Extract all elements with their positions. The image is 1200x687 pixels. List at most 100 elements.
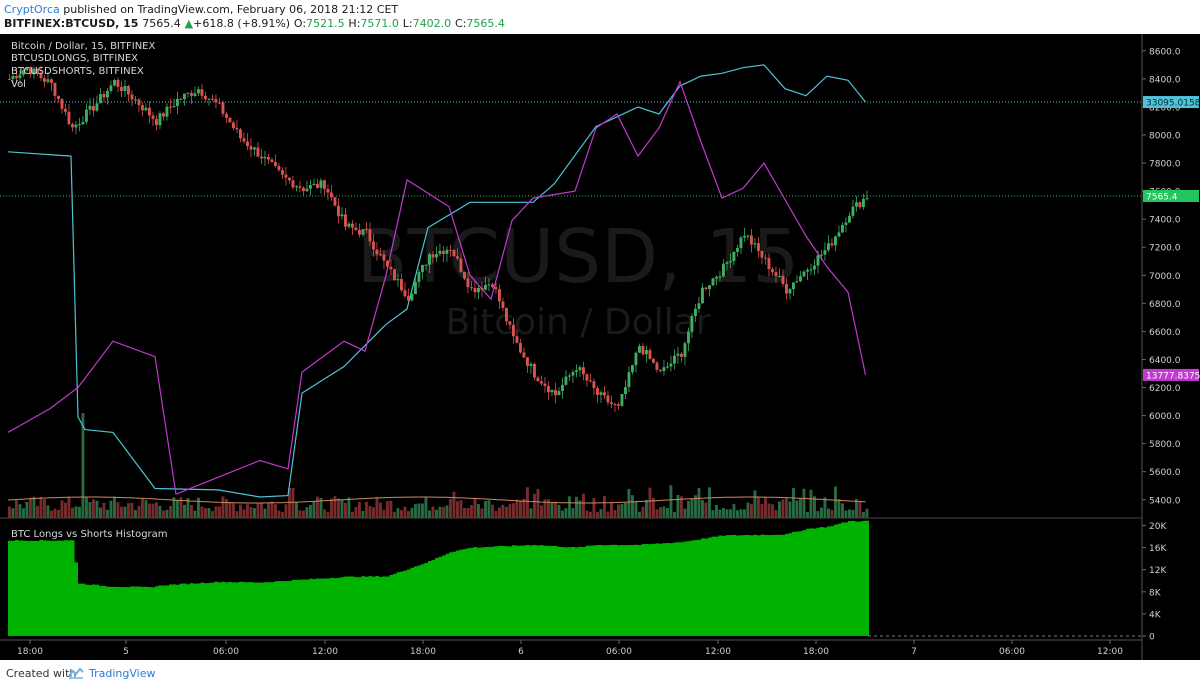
tradingview-brand-link[interactable]: TradingView — [89, 667, 156, 680]
candle-body — [60, 99, 64, 109]
candle-body — [718, 276, 722, 278]
volume-bar — [361, 510, 365, 518]
low-label: L: — [402, 17, 413, 30]
volume-bar — [309, 505, 312, 518]
volume-bar — [113, 496, 116, 518]
candle-body — [795, 281, 799, 283]
volume-bar — [288, 488, 291, 518]
volume-bar — [634, 501, 638, 518]
chart-svg[interactable]: BTCUSD, 15 Bitcoin / Dollar Bitcoin / Do… — [0, 34, 1200, 660]
candle-body — [190, 92, 193, 97]
candle-body — [746, 235, 750, 237]
histogram-bar — [120, 587, 124, 636]
histogram-bar — [557, 546, 561, 636]
watermark-name: Bitcoin / Dollar — [445, 302, 710, 343]
candle-body — [18, 74, 22, 79]
histogram-bar — [501, 545, 505, 636]
histogram-bar — [610, 544, 614, 636]
volume-bar — [743, 509, 746, 518]
volume-bar — [11, 508, 15, 518]
volume-bar — [410, 507, 414, 518]
histogram-bar — [515, 545, 519, 636]
volume-bar — [848, 509, 851, 518]
price-tick-label: 5600.0 — [1149, 468, 1181, 478]
hist-tick-label: 20K — [1149, 522, 1167, 532]
histogram-bar — [764, 534, 768, 636]
histogram-title[interactable]: BTC Longs vs Shorts Histogram — [11, 529, 168, 540]
candle-body — [624, 387, 627, 394]
candle-body — [799, 276, 802, 282]
histogram-bar — [78, 583, 82, 636]
volume-bar — [694, 495, 697, 518]
candle-body — [683, 343, 687, 357]
legend-shorts[interactable]: BTCUSDSHORTS, BITFINEX — [11, 66, 144, 77]
volume-bar — [50, 510, 53, 518]
histogram-bar — [571, 546, 575, 636]
time-tick-label: 06:00 — [999, 647, 1025, 657]
legend-vol[interactable]: Vol — [11, 79, 26, 90]
candle-body — [445, 249, 449, 254]
candle-body — [442, 250, 445, 254]
candle-body — [172, 106, 176, 108]
histogram-bar — [239, 581, 243, 636]
histogram-bar — [568, 547, 572, 636]
volume-bar — [575, 496, 578, 518]
volume-bar — [673, 511, 676, 518]
histogram-bar — [326, 578, 330, 636]
candle-body — [99, 94, 102, 104]
histogram-bar — [470, 547, 474, 636]
volume-bar — [393, 511, 396, 518]
volume-bar — [767, 503, 771, 518]
candle-body — [848, 215, 851, 223]
price-tick-label: 6400.0 — [1149, 356, 1181, 366]
volume-bar — [190, 504, 193, 518]
histogram-bar — [169, 584, 173, 636]
candle-body — [750, 235, 753, 245]
histogram-bar — [8, 540, 12, 636]
volume-bar — [627, 488, 631, 518]
candle-body — [169, 106, 172, 108]
volume-bar — [760, 503, 764, 518]
volume-bar — [739, 509, 743, 518]
candle-body — [270, 159, 274, 162]
price-tick-label: 8600.0 — [1149, 47, 1181, 57]
histogram-bar — [540, 545, 544, 636]
candle-body — [267, 156, 270, 160]
volume-bar — [36, 505, 39, 518]
candle-body — [134, 99, 137, 101]
tradingview-logo-icon[interactable] — [68, 667, 84, 679]
histogram-bar — [221, 581, 225, 636]
candle-body — [347, 223, 351, 227]
candle-body — [330, 192, 333, 198]
histogram-bar — [449, 552, 453, 636]
histogram-bar — [697, 539, 701, 636]
histogram-bar — [550, 545, 554, 636]
volume-bar — [242, 509, 246, 518]
candle-body — [417, 272, 421, 282]
histogram-bar — [736, 535, 740, 636]
candle-body — [141, 105, 144, 111]
candle-body — [344, 214, 347, 227]
legend-main[interactable]: Bitcoin / Dollar, 15, BITFINEX — [11, 41, 155, 52]
volume-bar — [263, 508, 267, 518]
candle-body — [820, 254, 823, 256]
histogram-bar — [438, 556, 442, 636]
candle-body — [361, 229, 365, 235]
histogram-bar — [473, 547, 477, 636]
histogram-bar — [127, 587, 131, 636]
volume-bar — [683, 508, 687, 518]
candle-body — [865, 198, 869, 200]
chart-area[interactable]: BTCUSD, 15 Bitcoin / Dollar Bitcoin / Do… — [0, 34, 1200, 660]
candle-body — [557, 391, 561, 396]
candle-body — [421, 264, 424, 273]
histogram-bar — [428, 560, 432, 636]
volume-bar — [806, 511, 809, 518]
volume-bar — [120, 506, 123, 518]
histogram-bar — [323, 578, 327, 636]
volume-bar — [858, 501, 862, 518]
histogram-bar — [18, 540, 22, 636]
volume-bar — [39, 496, 43, 518]
histogram-bar — [113, 586, 117, 636]
author-link[interactable]: CryptOrca — [4, 3, 60, 16]
legend-longs[interactable]: BTCUSDLONGS, BITFINEX — [11, 53, 138, 64]
